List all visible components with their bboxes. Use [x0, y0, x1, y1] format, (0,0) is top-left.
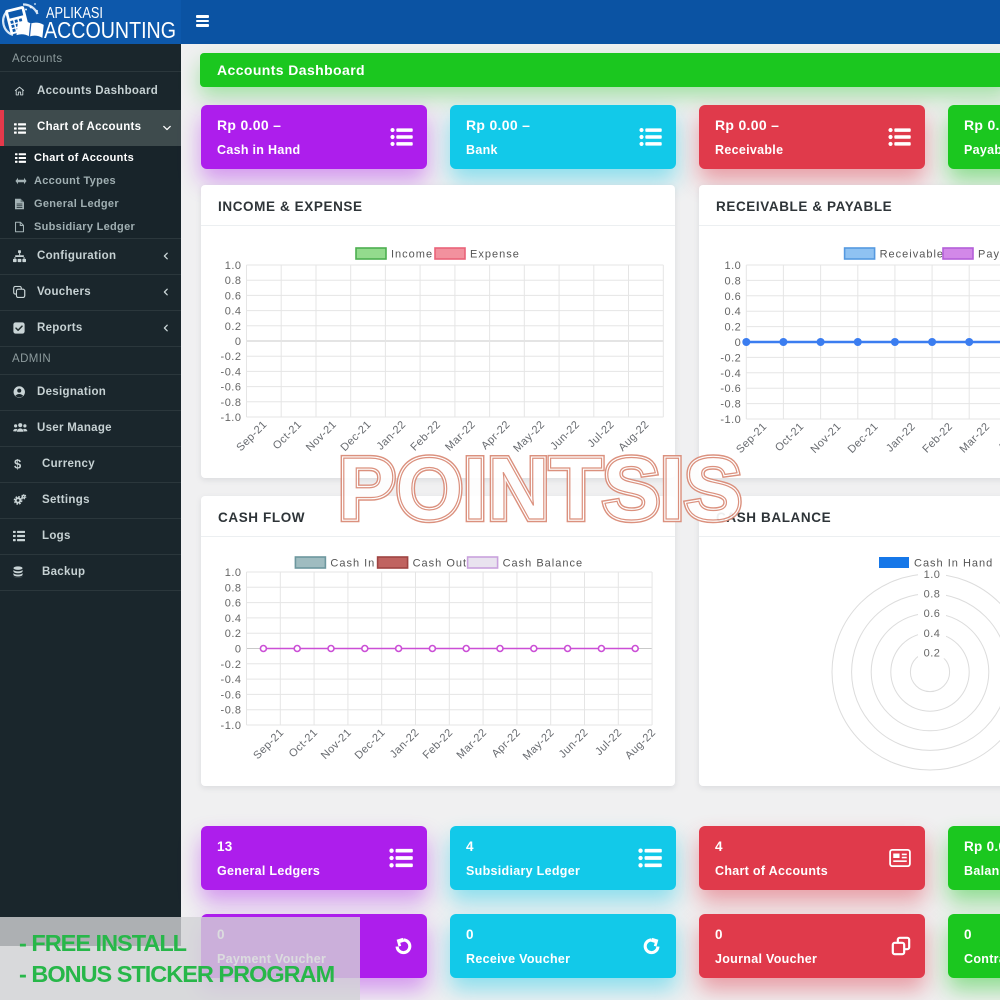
svg-text:Expense: Expense — [470, 249, 520, 261]
svg-text:Dec-21: Dec-21 — [846, 421, 881, 456]
svg-text:POINTSIS: POINTSIS — [338, 443, 742, 538]
svg-text:-0.6: -0.6 — [221, 689, 242, 701]
svg-text:0.8: 0.8 — [225, 582, 242, 594]
svg-text:0.2: 0.2 — [924, 647, 941, 659]
svg-text:0.8: 0.8 — [924, 589, 941, 601]
svg-text:Mar-22: Mar-22 — [454, 727, 489, 762]
svg-text:0.6: 0.6 — [225, 598, 242, 610]
svg-text:1.0: 1.0 — [924, 569, 941, 581]
svg-text:0: 0 — [235, 336, 242, 348]
svg-text:Income: Income — [391, 249, 433, 261]
svg-text:Oct-21: Oct-21 — [773, 421, 807, 455]
svg-text:-0.2: -0.2 — [221, 659, 242, 671]
svg-text:Apr-22: Apr-22 — [490, 727, 524, 761]
svg-text:Jan-22: Jan-22 — [884, 421, 918, 455]
svg-text:0.2: 0.2 — [725, 322, 742, 334]
svg-text:0.2: 0.2 — [225, 628, 242, 640]
svg-text:-0.8: -0.8 — [221, 397, 242, 409]
svg-text:Oct-21: Oct-21 — [271, 419, 305, 453]
svg-text:0.6: 0.6 — [725, 291, 742, 303]
svg-text:ACCOUNTING: ACCOUNTING — [44, 17, 176, 43]
svg-text:0.4: 0.4 — [225, 613, 242, 625]
svg-text:Jul-22: Jul-22 — [593, 727, 624, 758]
svg-text:Nov-21: Nov-21 — [319, 727, 354, 762]
svg-text:-0.8: -0.8 — [720, 399, 741, 411]
svg-text:Jun-22: Jun-22 — [557, 727, 591, 761]
svg-text:Jan-22: Jan-22 — [388, 727, 422, 761]
svg-text:0.4: 0.4 — [225, 306, 242, 318]
svg-text:Nov-21: Nov-21 — [808, 421, 843, 456]
svg-text:-0.2: -0.2 — [720, 352, 741, 364]
svg-text:-1.0: -1.0 — [720, 414, 741, 426]
svg-text:0.4: 0.4 — [725, 306, 742, 318]
svg-text:Apr-22: Apr-22 — [996, 421, 1000, 455]
svg-text:Sep-21: Sep-21 — [251, 727, 286, 762]
svg-text:May-22: May-22 — [521, 727, 557, 763]
svg-text:Mar-22: Mar-22 — [957, 421, 992, 456]
svg-text:-0.6: -0.6 — [720, 383, 741, 395]
svg-text:0.6: 0.6 — [924, 608, 941, 620]
svg-text:1.0: 1.0 — [725, 260, 742, 272]
svg-text:-0.4: -0.4 — [221, 366, 242, 378]
svg-text:Payable: Payable — [978, 249, 1000, 261]
svg-text:POINTSIS: POINTSIS — [338, 443, 742, 538]
svg-text:0: 0 — [735, 337, 742, 349]
svg-text:Cash In Hand: Cash In Hand — [914, 558, 993, 570]
svg-text:0.8: 0.8 — [725, 275, 742, 287]
svg-text:Cash Balance: Cash Balance — [503, 558, 583, 570]
svg-text:-0.8: -0.8 — [221, 705, 242, 717]
svg-text:POINTSIS: POINTSIS — [338, 443, 742, 538]
svg-text:Cash In: Cash In — [330, 558, 375, 570]
svg-text:Aug-22: Aug-22 — [623, 727, 658, 762]
svg-text:0.2: 0.2 — [225, 321, 242, 333]
svg-text:Receivable: Receivable — [880, 249, 944, 261]
svg-text:0.4: 0.4 — [924, 628, 941, 640]
svg-text:Feb-22: Feb-22 — [920, 421, 955, 456]
svg-text:-1.0: -1.0 — [221, 412, 242, 424]
svg-text:Cash Out: Cash Out — [413, 558, 467, 570]
svg-text:-0.4: -0.4 — [720, 368, 741, 380]
svg-text:-0.2: -0.2 — [221, 351, 242, 363]
svg-text:Dec-21: Dec-21 — [353, 727, 388, 762]
svg-text:Feb-22: Feb-22 — [421, 727, 456, 762]
svg-text:-1.0: -1.0 — [221, 720, 242, 732]
svg-text:APLIKASI: APLIKASI — [46, 5, 103, 22]
svg-text:1.0: 1.0 — [225, 260, 242, 272]
svg-text:-0.4: -0.4 — [221, 674, 242, 686]
svg-text:1.0: 1.0 — [225, 567, 242, 579]
svg-text:0: 0 — [235, 644, 242, 656]
svg-text:0.8: 0.8 — [225, 275, 242, 287]
svg-text:Oct-21: Oct-21 — [287, 727, 321, 761]
svg-text:-0.6: -0.6 — [221, 382, 242, 394]
svg-text:0.6: 0.6 — [225, 290, 242, 302]
